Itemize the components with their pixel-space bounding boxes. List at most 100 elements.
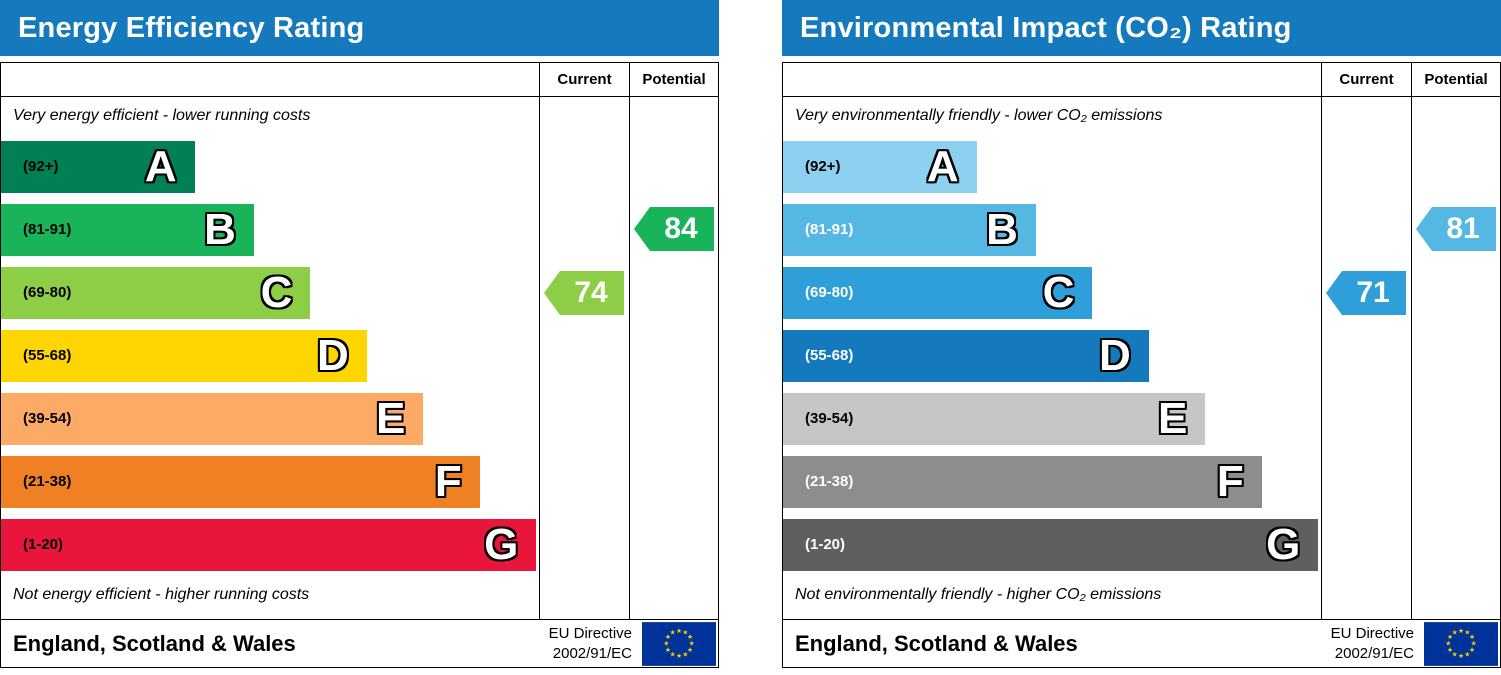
band-letter: A — [926, 141, 959, 191]
eu-flag-stars: ★ ★ ★ ★ ★ ★ ★ ★ ★ ★ ★ ★ — [1445, 627, 1476, 659]
potential-rating-pointer: 84 — [634, 207, 714, 251]
band-range: (39-54) — [23, 410, 72, 427]
current-rating-value: 71 — [1356, 276, 1390, 309]
band-row: (81-91) B — [1, 198, 539, 261]
band-bar-a: (92+) A — [1, 140, 195, 193]
band-bar-f: (21-38) F — [783, 455, 1262, 508]
chart-title: Energy Efficiency Rating — [18, 11, 365, 44]
top-note: Very energy efficient - lower running co… — [13, 107, 311, 124]
bottom-note: Not environmentally friendly - higher CO… — [795, 586, 1162, 603]
potential-column: 81 — [1412, 97, 1500, 619]
chart-title-bar: Energy Efficiency Rating — [0, 0, 719, 56]
band-row: (1-20) G — [1, 513, 539, 576]
band-range: (69-80) — [805, 284, 854, 301]
footer-region: England, Scotland & Wales — [13, 630, 296, 656]
potential-rating-value: 81 — [1446, 212, 1480, 245]
eu-flag-icon: ★ ★ ★ ★ ★ ★ ★ ★ ★ ★ ★ ★ — [1424, 621, 1498, 666]
band-range: (21-38) — [805, 473, 854, 490]
band-letter: F — [1216, 456, 1244, 506]
band-row: (55-68) D — [783, 324, 1321, 387]
band-range: (1-20) — [805, 536, 846, 553]
band-row: (39-54) E — [783, 387, 1321, 450]
table-spacer — [1, 63, 540, 97]
table-footer: England, Scotland & Wales EU Directive 2… — [1, 619, 718, 667]
potential-rating-pointer: 81 — [1416, 207, 1496, 251]
band-bar-g: (1-20) G — [783, 518, 1319, 571]
band-range: (1-20) — [23, 536, 64, 553]
band-range: (21-38) — [23, 473, 72, 490]
svg-text:★: ★ — [1458, 653, 1464, 660]
eu-directive-line2: 2002/91/EC — [1334, 644, 1414, 662]
band-letter: E — [375, 393, 406, 443]
band-letter: A — [144, 141, 177, 191]
band-range: (92+) — [23, 158, 59, 175]
band-bar-e: (39-54) E — [783, 392, 1206, 445]
rating-table: Current Potential Very environmentally f… — [782, 62, 1501, 668]
current-rating-value: 74 — [574, 276, 608, 309]
column-header-current: Current — [540, 63, 630, 97]
band-bar-d: (55-68) D — [1, 329, 367, 382]
current-column: 74 — [540, 97, 630, 619]
band-bar-b: (81-91) B — [783, 203, 1036, 256]
eu-flag-icon: ★ ★ ★ ★ ★ ★ ★ ★ ★ ★ ★ ★ — [642, 621, 716, 666]
band-range: (81-91) — [805, 221, 854, 238]
rating-table: Current Potential Very energy efficient … — [0, 62, 719, 668]
band-bar-g: (1-20) G — [1, 518, 537, 571]
band-row: (21-38) F — [1, 450, 539, 513]
svg-text:★: ★ — [665, 634, 671, 641]
current-column: 71 — [1322, 97, 1412, 619]
eu-directive-line1: EU Directive — [1330, 625, 1414, 642]
column-header-current: Current — [1322, 63, 1412, 97]
band-row: (1-20) G — [783, 513, 1321, 576]
band-chart-area: Very environmentally friendly - lower CO… — [783, 97, 1322, 619]
eu-directive-line1: EU Directive — [548, 625, 632, 642]
svg-text:★: ★ — [682, 629, 688, 636]
svg-text:★: ★ — [1464, 629, 1470, 636]
top-note: Very environmentally friendly - lower CO… — [795, 107, 1163, 124]
svg-text:★: ★ — [665, 646, 671, 653]
svg-text:★: ★ — [1447, 646, 1453, 653]
svg-text:★: ★ — [663, 640, 669, 647]
svg-text:★: ★ — [670, 629, 676, 636]
band-letter: D — [317, 330, 349, 380]
eu-flag-stars: ★ ★ ★ ★ ★ ★ ★ ★ ★ ★ ★ ★ — [663, 627, 694, 659]
band-row: (55-68) D — [1, 324, 539, 387]
svg-text:★: ★ — [1445, 640, 1451, 647]
svg-text:★: ★ — [670, 651, 676, 658]
svg-text:★: ★ — [682, 651, 688, 658]
band-row: (92+) A — [1, 135, 539, 198]
band-row: (39-54) E — [1, 387, 539, 450]
svg-text:★: ★ — [1464, 651, 1470, 658]
band-row: (81-91) B — [783, 198, 1321, 261]
band-bar-e: (39-54) E — [1, 392, 424, 445]
band-range: (69-80) — [23, 284, 72, 301]
band-chart-area: Very energy efficient - lower running co… — [1, 97, 540, 619]
column-header-potential: Potential — [1412, 63, 1500, 97]
band-bar-d: (55-68) D — [783, 329, 1149, 382]
band-range: (55-68) — [23, 347, 72, 364]
band-range: (81-91) — [23, 221, 72, 238]
eu-directive-line2: 2002/91/EC — [552, 644, 632, 662]
svg-text:★: ★ — [676, 653, 682, 660]
svg-text:★: ★ — [1458, 627, 1464, 634]
band-letter: D — [1099, 330, 1131, 380]
band-letter: G — [1266, 519, 1301, 569]
band-range: (55-68) — [805, 347, 854, 364]
svg-text:★: ★ — [1469, 634, 1475, 641]
band-letter: F — [434, 456, 462, 506]
band-bar-f: (21-38) F — [1, 455, 480, 508]
table-footer: England, Scotland & Wales EU Directive 2… — [783, 619, 1500, 667]
band-bar-c: (69-80) C — [783, 266, 1093, 319]
chart-title-bar: Environmental Impact (CO₂) Rating — [782, 0, 1501, 56]
eu-directive: EU Directive 2002/91/EC — [1331, 624, 1414, 663]
band-letter: B — [204, 204, 236, 254]
band-letter: C — [260, 267, 293, 317]
svg-text:★: ★ — [676, 627, 682, 634]
table-spacer — [783, 63, 1322, 97]
band-letter: G — [484, 519, 519, 569]
band-row: (92+) A — [783, 135, 1321, 198]
footer-region: England, Scotland & Wales — [795, 630, 1078, 656]
band-letter: C — [1042, 267, 1075, 317]
band-letter: B — [986, 204, 1018, 254]
